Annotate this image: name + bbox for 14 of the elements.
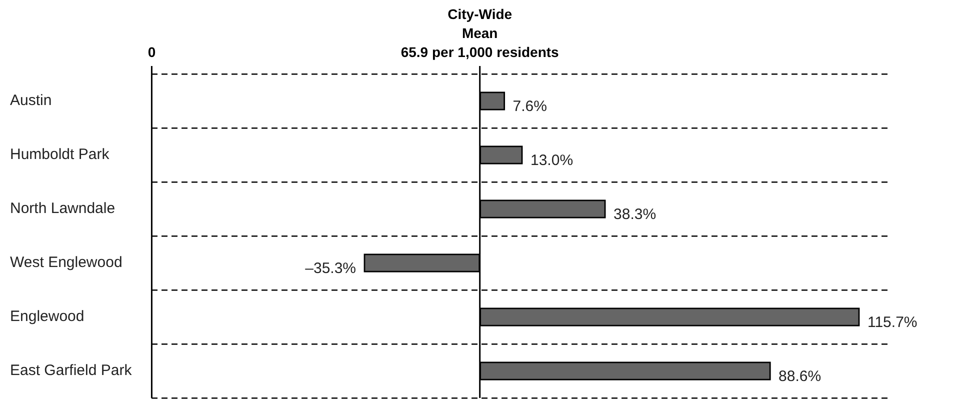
y-tick-label: North Lawndale — [10, 200, 116, 218]
text: 0 — [148, 44, 156, 60]
y-tick-label: Englewood — [10, 308, 84, 326]
y-tick-label: Humboldt Park — [10, 146, 110, 164]
ref-line-label: City-Wide Mean 65.9 per 1,000 residents — [400, 6, 560, 60]
data-label: 115.7% — [867, 314, 918, 332]
y-tick-label: Austin — [10, 92, 52, 110]
data-label: 7.6% — [512, 98, 547, 116]
data-label: 13.0% — [530, 152, 574, 170]
data-label: –35.3% — [305, 260, 356, 278]
data-label: 88.6% — [778, 368, 822, 386]
data-label: 38.3% — [614, 206, 656, 224]
y-tick-label: East Garfield Park — [10, 362, 132, 380]
y-tick-label: West Englewood — [10, 254, 122, 272]
